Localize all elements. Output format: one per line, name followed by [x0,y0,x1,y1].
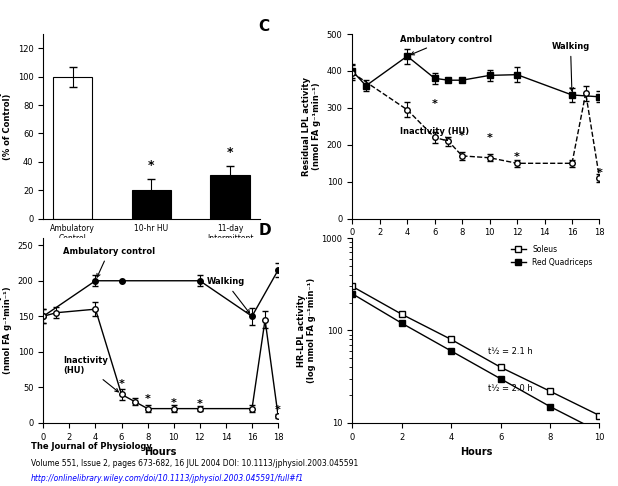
Soleus [546,388,554,394]
Bar [53,77,93,219]
Text: Walking: Walking [551,42,590,91]
Text: Volume 551, Issue 2, pages 673-682, 16 JUL 2004 DOI: 10.1113/jphysiol.2003.04559: Volume 551, Issue 2, pages 673-682, 16 J… [31,459,358,469]
Text: D: D [258,224,271,238]
Line: Red Quadriceps: Red Quadriceps [350,291,602,434]
Soleus [497,364,504,370]
Text: *: * [145,394,151,404]
Y-axis label: HR-LPL activity
(% of Control): HR-LPL activity (% of Control) [0,90,12,162]
Soleus [596,413,603,418]
Text: http://onlinelibrary.wiley.com/doi/10.1113/jphysiol.2003.045591/full#f1: http://onlinelibrary.wiley.com/doi/10.11… [31,474,304,483]
Y-axis label: HR-LPL activity
(nmol FA g⁻¹min⁻¹): HR-LPL activity (nmol FA g⁻¹min⁻¹) [0,287,12,374]
Text: Inactivity (HU): Inactivity (HU) [400,127,470,140]
Soleus [349,283,356,289]
Text: t½ = 2.1 h: t½ = 2.1 h [488,347,533,356]
Line: Soleus: Soleus [350,284,602,418]
Red Quadriceps [596,429,603,434]
Red Quadriceps [398,320,405,326]
Text: *: * [514,152,520,162]
Text: C: C [258,19,269,34]
Y-axis label: Residual LPL activity
(nmol FA g⁻¹min⁻¹): Residual LPL activity (nmol FA g⁻¹min⁻¹) [302,77,321,176]
Red Quadriceps [447,348,455,354]
Bar [210,174,250,219]
Y-axis label: HR-LPL activity
(log nmol FA g⁻¹min⁻¹): HR-LPL activity (log nmol FA g⁻¹min⁻¹) [297,278,316,383]
X-axis label: Hours: Hours [460,447,492,457]
Text: *: * [171,398,177,408]
Text: *: * [227,146,234,159]
Text: Inactivity
(HU): Inactivity (HU) [63,356,119,392]
Soleus [447,336,455,342]
Text: *: * [486,133,493,143]
Red Quadriceps [546,404,554,410]
Red Quadriceps [349,291,356,296]
Text: Ambulatory control: Ambulatory control [400,35,493,55]
Bar [132,191,171,219]
Text: t½ = 2.0 h: t½ = 2.0 h [488,384,533,393]
X-axis label: Hours: Hours [145,447,177,457]
Text: *: * [275,405,281,415]
Soleus [398,312,405,317]
Text: Ambulatory control: Ambulatory control [63,247,155,277]
Text: *: * [197,399,203,409]
X-axis label: Hours: Hours [460,243,492,253]
Text: *: * [148,159,154,172]
Text: *: * [459,131,465,140]
Text: Walking: Walking [206,278,250,313]
Text: *: * [432,99,438,109]
Text: *: * [119,379,124,389]
Red Quadriceps [497,376,504,382]
Text: *: * [596,168,603,177]
Text: The Journal of Physiology: The Journal of Physiology [31,442,152,451]
Legend: Soleus, Red Quadriceps: Soleus, Red Quadriceps [508,242,596,270]
